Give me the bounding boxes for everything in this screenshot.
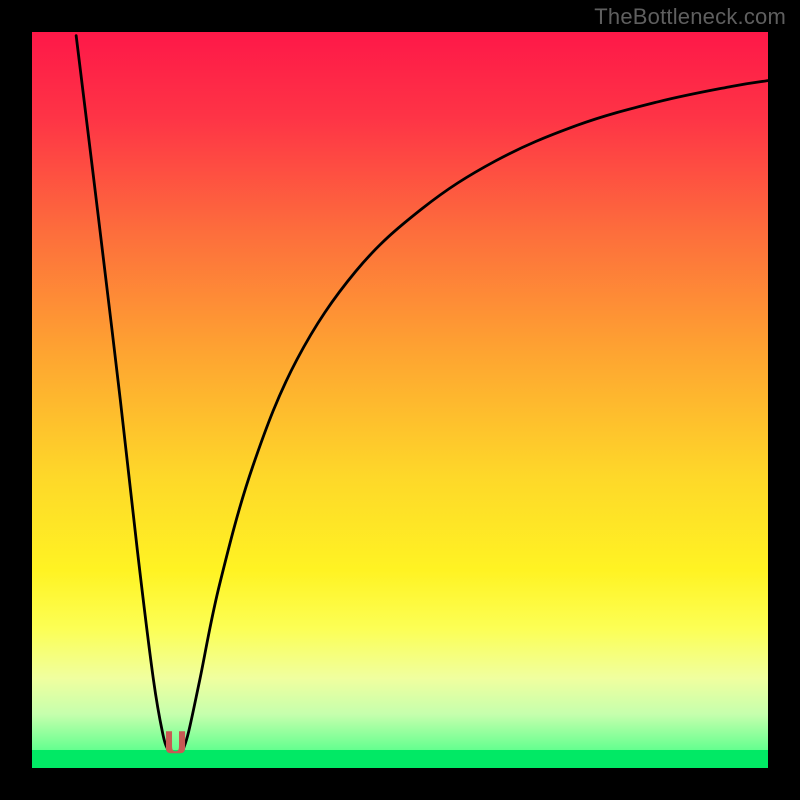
- chart-curves-svg: [32, 32, 768, 768]
- attribution-text: TheBottleneck.com: [594, 4, 786, 30]
- curve-left-branch: [76, 36, 168, 751]
- curve-right-branch: [183, 81, 768, 751]
- chart-plot-area: [32, 32, 768, 768]
- u-marker: [166, 731, 185, 753]
